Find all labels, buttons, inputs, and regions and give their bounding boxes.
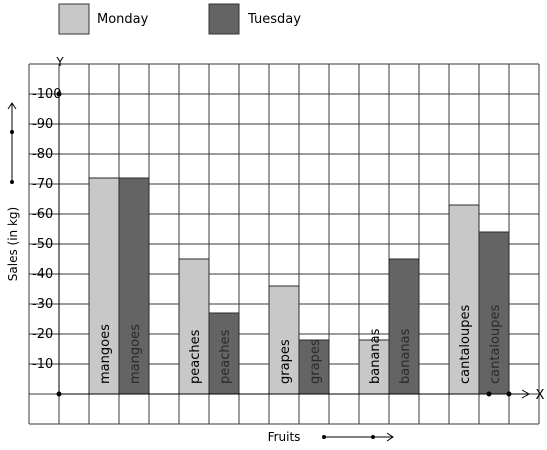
- bar-label-peaches-tuesday: peaches: [218, 329, 233, 384]
- y-axis-title: Sales (in kg): [6, 207, 20, 281]
- x-axis-dot: [486, 391, 492, 397]
- y-axis-end-dot: [56, 91, 62, 97]
- y-tick-label: -30: [32, 297, 53, 312]
- bar-label-grapes-monday: grapes: [278, 339, 293, 384]
- y-tick-label: -10: [32, 357, 53, 372]
- bar-label-bananas-tuesday: bananas: [398, 328, 413, 384]
- axes: [56, 91, 531, 399]
- legend-swatch-tuesday: [208, 3, 240, 35]
- legend-label-monday: Monday: [97, 12, 149, 27]
- bar-peaches-monday: [178, 258, 210, 395]
- x-axis-title-arrow: [322, 432, 394, 442]
- y-tick-label: -40: [32, 267, 53, 282]
- y-tick-label: -70: [32, 177, 53, 192]
- legend: Monday Tuesday: [58, 3, 301, 35]
- bar-mangoes-tuesday: [118, 177, 150, 395]
- bar-cantaloupes-tuesday: [478, 231, 510, 395]
- x-axis-title: Fruits: [268, 430, 301, 444]
- y-tick-label: -100: [32, 87, 62, 102]
- bar-label-cantaloupes-monday: cantaloupes: [458, 305, 473, 384]
- origin-dot: [56, 391, 62, 397]
- bar-mangoes-monday: [88, 177, 120, 395]
- y-axis-title-arrow: [7, 102, 17, 184]
- y-tick-label: -90: [32, 117, 53, 132]
- x-axis-arrowhead: [521, 389, 531, 399]
- bar-bananas-tuesday: [388, 258, 420, 395]
- bar-grapes-monday: [268, 285, 300, 395]
- x-axis-letter: X: [536, 388, 545, 403]
- y-tick-labels: -10 -20 -30 -40 -50 -60 -70 -80 -90 -100: [32, 87, 62, 372]
- x-axis-dot: [506, 391, 512, 397]
- bar-cantaloupes-monday: [448, 204, 480, 395]
- bars: [88, 177, 510, 395]
- bar-label-cantaloupes-tuesday: cantaloupes: [488, 305, 503, 384]
- bar-label-grapes-tuesday: grapes: [308, 339, 323, 384]
- y-tick-label: -50: [32, 237, 53, 252]
- y-tick-label: -60: [32, 207, 53, 222]
- y-axis-letter: Y: [55, 55, 64, 69]
- bar-label-mangoes-monday: mangoes: [98, 324, 113, 384]
- y-tick-label: -80: [32, 147, 53, 162]
- bar-labels: mangoes mangoes peaches peaches grapes grapes…: [98, 305, 503, 384]
- legend-label-tuesday: Tuesday: [247, 12, 301, 27]
- y-tick-label: -20: [32, 327, 53, 342]
- bar-grapes-tuesday: [298, 339, 330, 395]
- bar-label-mangoes-tuesday: mangoes: [128, 324, 143, 384]
- bar-label-bananas-monday: bananas: [368, 328, 383, 384]
- bar-peaches-tuesday: [208, 312, 240, 395]
- bar-label-peaches-monday: peaches: [188, 329, 203, 384]
- bar-bananas-monday: [358, 339, 390, 395]
- legend-swatch-monday: [58, 3, 90, 35]
